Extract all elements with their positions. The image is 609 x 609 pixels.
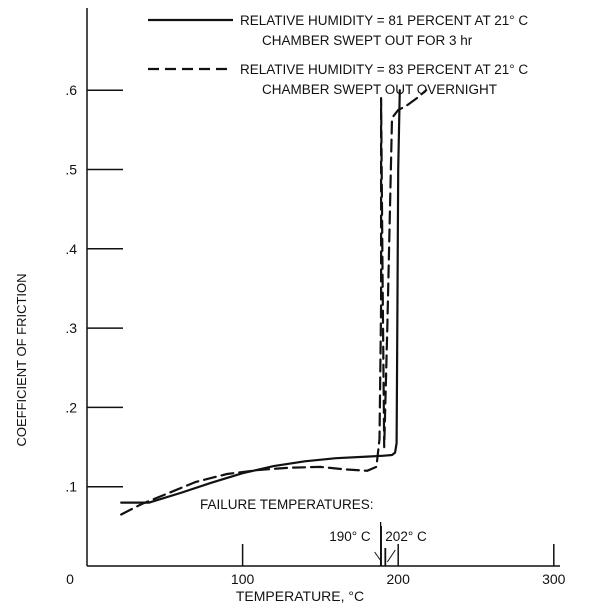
y-tick-label: .6	[65, 82, 77, 98]
y-tick-label: .3	[65, 320, 77, 336]
failure-marker-202-leader	[386, 549, 396, 563]
y-tick-label: .5	[65, 162, 77, 178]
x-tick-label: 300	[542, 571, 566, 587]
x-tick-label: 200	[387, 571, 411, 587]
series-line-solid	[120, 89, 401, 504]
legend-label-solid-line-2: CHAMBER SWEPT OUT FOR 3 hr	[262, 33, 473, 48]
series-lines	[120, 89, 428, 516]
x-axis-title: TEMPERATURE, °C	[236, 588, 364, 604]
legend: RELATIVE HUMIDITY = 81 PERCENT AT 21° C …	[148, 13, 528, 97]
failure-marker-190-label: 190° C	[329, 529, 371, 544]
failure-marker-190-leader	[374, 551, 383, 563]
failure-marker-202-label: 202° C	[385, 529, 427, 544]
x-tick-label: 100	[231, 571, 255, 587]
legend-label-dashed-line-2: CHAMBER SWEPT OUT OVERNIGHT	[262, 82, 497, 97]
x-tick-label: 0	[66, 571, 74, 587]
y-ticks: .1 .2 .3 .4 .5 .6	[65, 82, 123, 495]
legend-label-dashed-line-1: RELATIVE HUMIDITY = 83 PERCENT AT 21° C	[240, 62, 528, 77]
series-line-dashed	[120, 89, 428, 516]
failure-temperatures-header: FAILURE TEMPERATURES:	[200, 497, 374, 512]
y-tick-label: .1	[65, 479, 77, 495]
legend-label-solid-line-1: RELATIVE HUMIDITY = 81 PERCENT AT 21° C	[240, 13, 528, 28]
y-tick-label: .4	[65, 241, 77, 257]
y-tick-label: .2	[65, 399, 77, 415]
x-ticks: 0 100 200 300	[66, 544, 566, 587]
y-axis-title: COEFFICIENT OF FRICTION	[14, 273, 29, 446]
failure-markers: 190° C 202° C	[329, 522, 427, 566]
